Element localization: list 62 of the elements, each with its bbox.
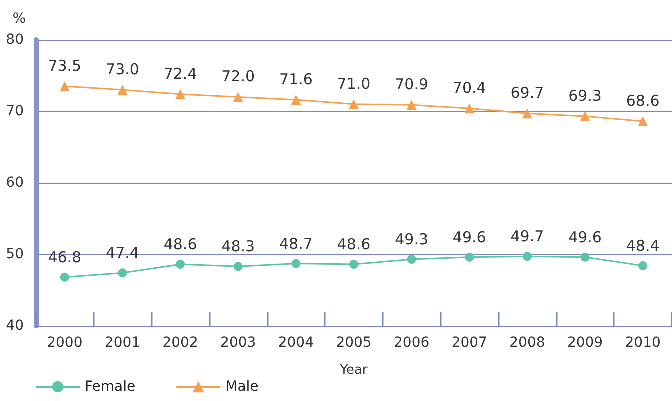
- point: [349, 99, 359, 110]
- data-label: 49.6: [452, 228, 486, 246]
- data-label: 49.3: [395, 230, 429, 249]
- y-tick-label: 80: [6, 32, 24, 48]
- x-tick-label: 2008: [510, 335, 546, 351]
- y-tick-label: 40: [6, 318, 24, 334]
- point: [638, 116, 648, 127]
- data-label: 48.4: [626, 236, 660, 255]
- point: [292, 259, 301, 268]
- x-tick-label: 2007: [452, 335, 488, 351]
- x-tick-label: 2004: [278, 335, 314, 351]
- data-label: 69.7: [510, 84, 544, 102]
- x-tick-label: 2005: [336, 335, 372, 351]
- point: [350, 260, 358, 270]
- data-label: 49.7: [510, 228, 544, 246]
- data-label: 71.0: [337, 74, 371, 93]
- y-tick-label: 50: [6, 246, 24, 262]
- data-label: 69.3: [568, 87, 602, 106]
- data-label: 48.7: [279, 234, 313, 253]
- data-label: 72.4: [164, 64, 198, 83]
- data-label: 68.6: [626, 92, 660, 110]
- data-label: 72.0: [222, 68, 256, 86]
- data-label: 70.4: [452, 79, 486, 98]
- point: [580, 252, 590, 262]
- point: [522, 108, 532, 119]
- data-label: 70.9: [395, 76, 429, 94]
- x-axis-title: Year: [339, 363, 368, 378]
- data-label: 49.6: [568, 228, 602, 246]
- x-tick-label: 2006: [394, 335, 430, 351]
- y-tick-label: 70: [6, 104, 24, 120]
- x-tick-label: 2009: [567, 335, 604, 351]
- x-tick-label: 2003: [220, 335, 256, 351]
- data-label: 73.5: [48, 56, 82, 75]
- point: [60, 272, 70, 282]
- x-tick-label: 2001: [104, 335, 141, 351]
- point: [465, 252, 474, 262]
- point: [407, 255, 416, 264]
- point: [60, 81, 70, 92]
- point: [638, 261, 648, 270]
- point: [234, 262, 243, 272]
- point: [118, 85, 128, 96]
- point: [464, 104, 475, 114]
- point: [580, 112, 590, 122]
- point: [176, 89, 186, 100]
- y-axis-title: %: [12, 11, 26, 27]
- data-label: 73.0: [106, 60, 140, 79]
- point: [176, 260, 186, 270]
- point: [291, 95, 302, 106]
- data-label: 48.6: [164, 236, 198, 254]
- x-tick-label: 2002: [162, 335, 198, 351]
- x-tick-label: 2000: [47, 335, 83, 351]
- data-label: 48.3: [222, 238, 256, 256]
- data-label: 71.6: [279, 70, 313, 89]
- x-tick-label: 2010: [625, 335, 661, 351]
- legend-label: Female: [85, 379, 136, 395]
- y-tick-label: 60: [6, 175, 24, 191]
- legend-label: Male: [226, 379, 259, 395]
- point: [406, 100, 417, 110]
- data-label: 48.6: [337, 236, 371, 254]
- point: [233, 92, 244, 102]
- point: [118, 268, 128, 278]
- point: [522, 252, 532, 262]
